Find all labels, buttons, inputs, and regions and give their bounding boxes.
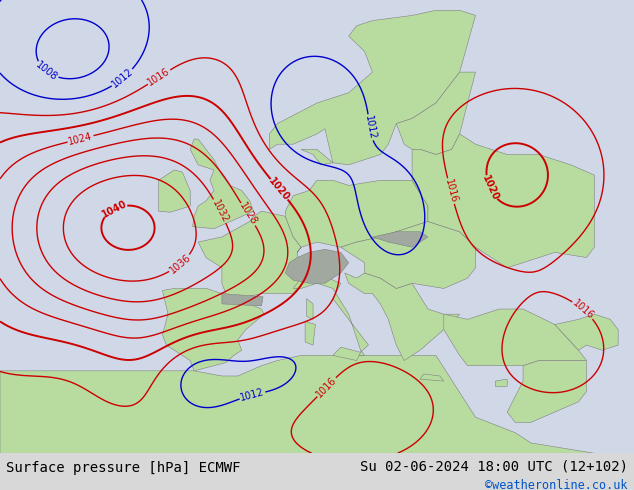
Text: 1016: 1016 [146,66,172,88]
Polygon shape [162,289,264,371]
Text: 1012: 1012 [239,387,266,403]
Text: 1016: 1016 [314,375,339,399]
Polygon shape [396,72,476,154]
Text: 1016: 1016 [571,298,596,321]
Polygon shape [190,139,254,229]
Text: 1020: 1020 [480,173,500,202]
Polygon shape [345,273,460,361]
Polygon shape [198,211,301,299]
Text: Su 02-06-2024 18:00 UTC (12+102): Su 02-06-2024 18:00 UTC (12+102) [359,459,628,473]
Polygon shape [495,379,507,386]
Text: 1024: 1024 [67,131,94,147]
Polygon shape [307,299,313,319]
Polygon shape [444,309,586,366]
Polygon shape [285,180,428,252]
Text: 1028: 1028 [237,201,259,227]
Polygon shape [269,10,476,165]
Polygon shape [373,232,428,247]
Polygon shape [555,314,618,350]
Text: 1020: 1020 [267,176,292,203]
Text: 1008: 1008 [34,60,60,83]
Text: ©weatheronline.co.uk: ©weatheronline.co.uk [485,479,628,490]
Polygon shape [305,321,316,345]
Polygon shape [341,221,476,289]
Text: 1012: 1012 [363,114,377,141]
Polygon shape [333,347,361,361]
Text: Surface pressure [hPa] ECMWF: Surface pressure [hPa] ECMWF [6,461,241,475]
Text: 1040: 1040 [100,198,129,220]
Polygon shape [158,170,190,212]
Text: 1032: 1032 [210,198,230,224]
Polygon shape [420,374,444,381]
Polygon shape [0,355,595,453]
Polygon shape [507,361,586,422]
Polygon shape [222,294,263,306]
Text: 1036: 1036 [167,252,193,276]
Polygon shape [412,134,595,268]
Text: 1016: 1016 [443,178,459,204]
Polygon shape [285,249,349,283]
Polygon shape [301,149,333,165]
Polygon shape [293,270,368,355]
Text: 1012: 1012 [110,67,135,90]
